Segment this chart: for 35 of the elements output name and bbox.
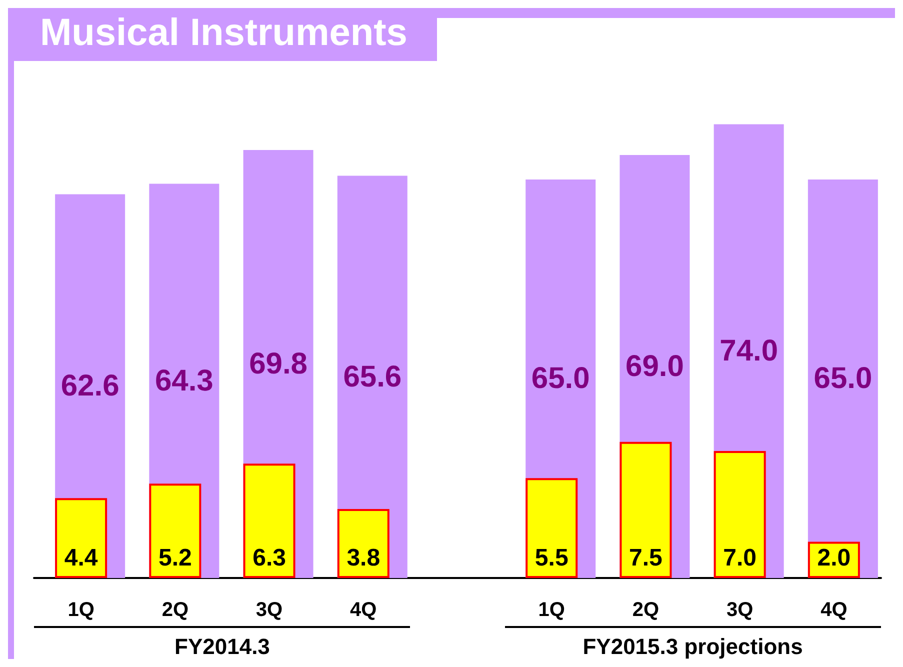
x-tick-label: 4Q <box>350 599 377 621</box>
x-tick-label: 1Q <box>538 599 565 621</box>
text: FY2015.3 projections <box>504 626 881 660</box>
data-label: 4.4 <box>64 544 98 572</box>
x-tick-label: 2Q <box>162 599 189 621</box>
data-label: 65.6 <box>343 360 402 394</box>
data-label: 64.3 <box>154 364 214 398</box>
bar <box>337 509 390 578</box>
data-label: 65.0 <box>531 362 590 396</box>
data-label: 65.0 <box>814 362 872 396</box>
x-tick-label: 3Q <box>726 599 754 621</box>
bar <box>243 464 296 578</box>
data-label: 69.8 <box>249 348 308 381</box>
data-label: 5.2 <box>158 544 192 572</box>
data-label: 3.8 <box>346 544 380 572</box>
data-label: 5.5 <box>534 544 568 572</box>
chart-title: Musical Instruments <box>14 8 438 61</box>
x-tick-label: 2Q <box>632 599 660 621</box>
data-label: 74.0 <box>720 334 778 368</box>
data-label: 2.0 <box>817 544 851 572</box>
bar <box>55 498 108 578</box>
bar <box>714 450 766 578</box>
data-label: 62.6 <box>60 370 120 403</box>
x-tick-label: 4Q <box>820 599 848 621</box>
data-label: 69.0 <box>626 350 684 383</box>
bar <box>620 442 672 578</box>
data-label: 7.5 <box>629 544 662 572</box>
x-tick-label: 3Q <box>256 599 283 621</box>
bar <box>526 478 578 578</box>
x-tick-label: 1Q <box>68 599 94 621</box>
bar <box>149 484 202 578</box>
data-label: 7.0 <box>723 544 757 572</box>
text: FY2014.3 <box>34 626 410 660</box>
data-label: 6.3 <box>252 544 286 572</box>
bar <box>808 179 878 578</box>
